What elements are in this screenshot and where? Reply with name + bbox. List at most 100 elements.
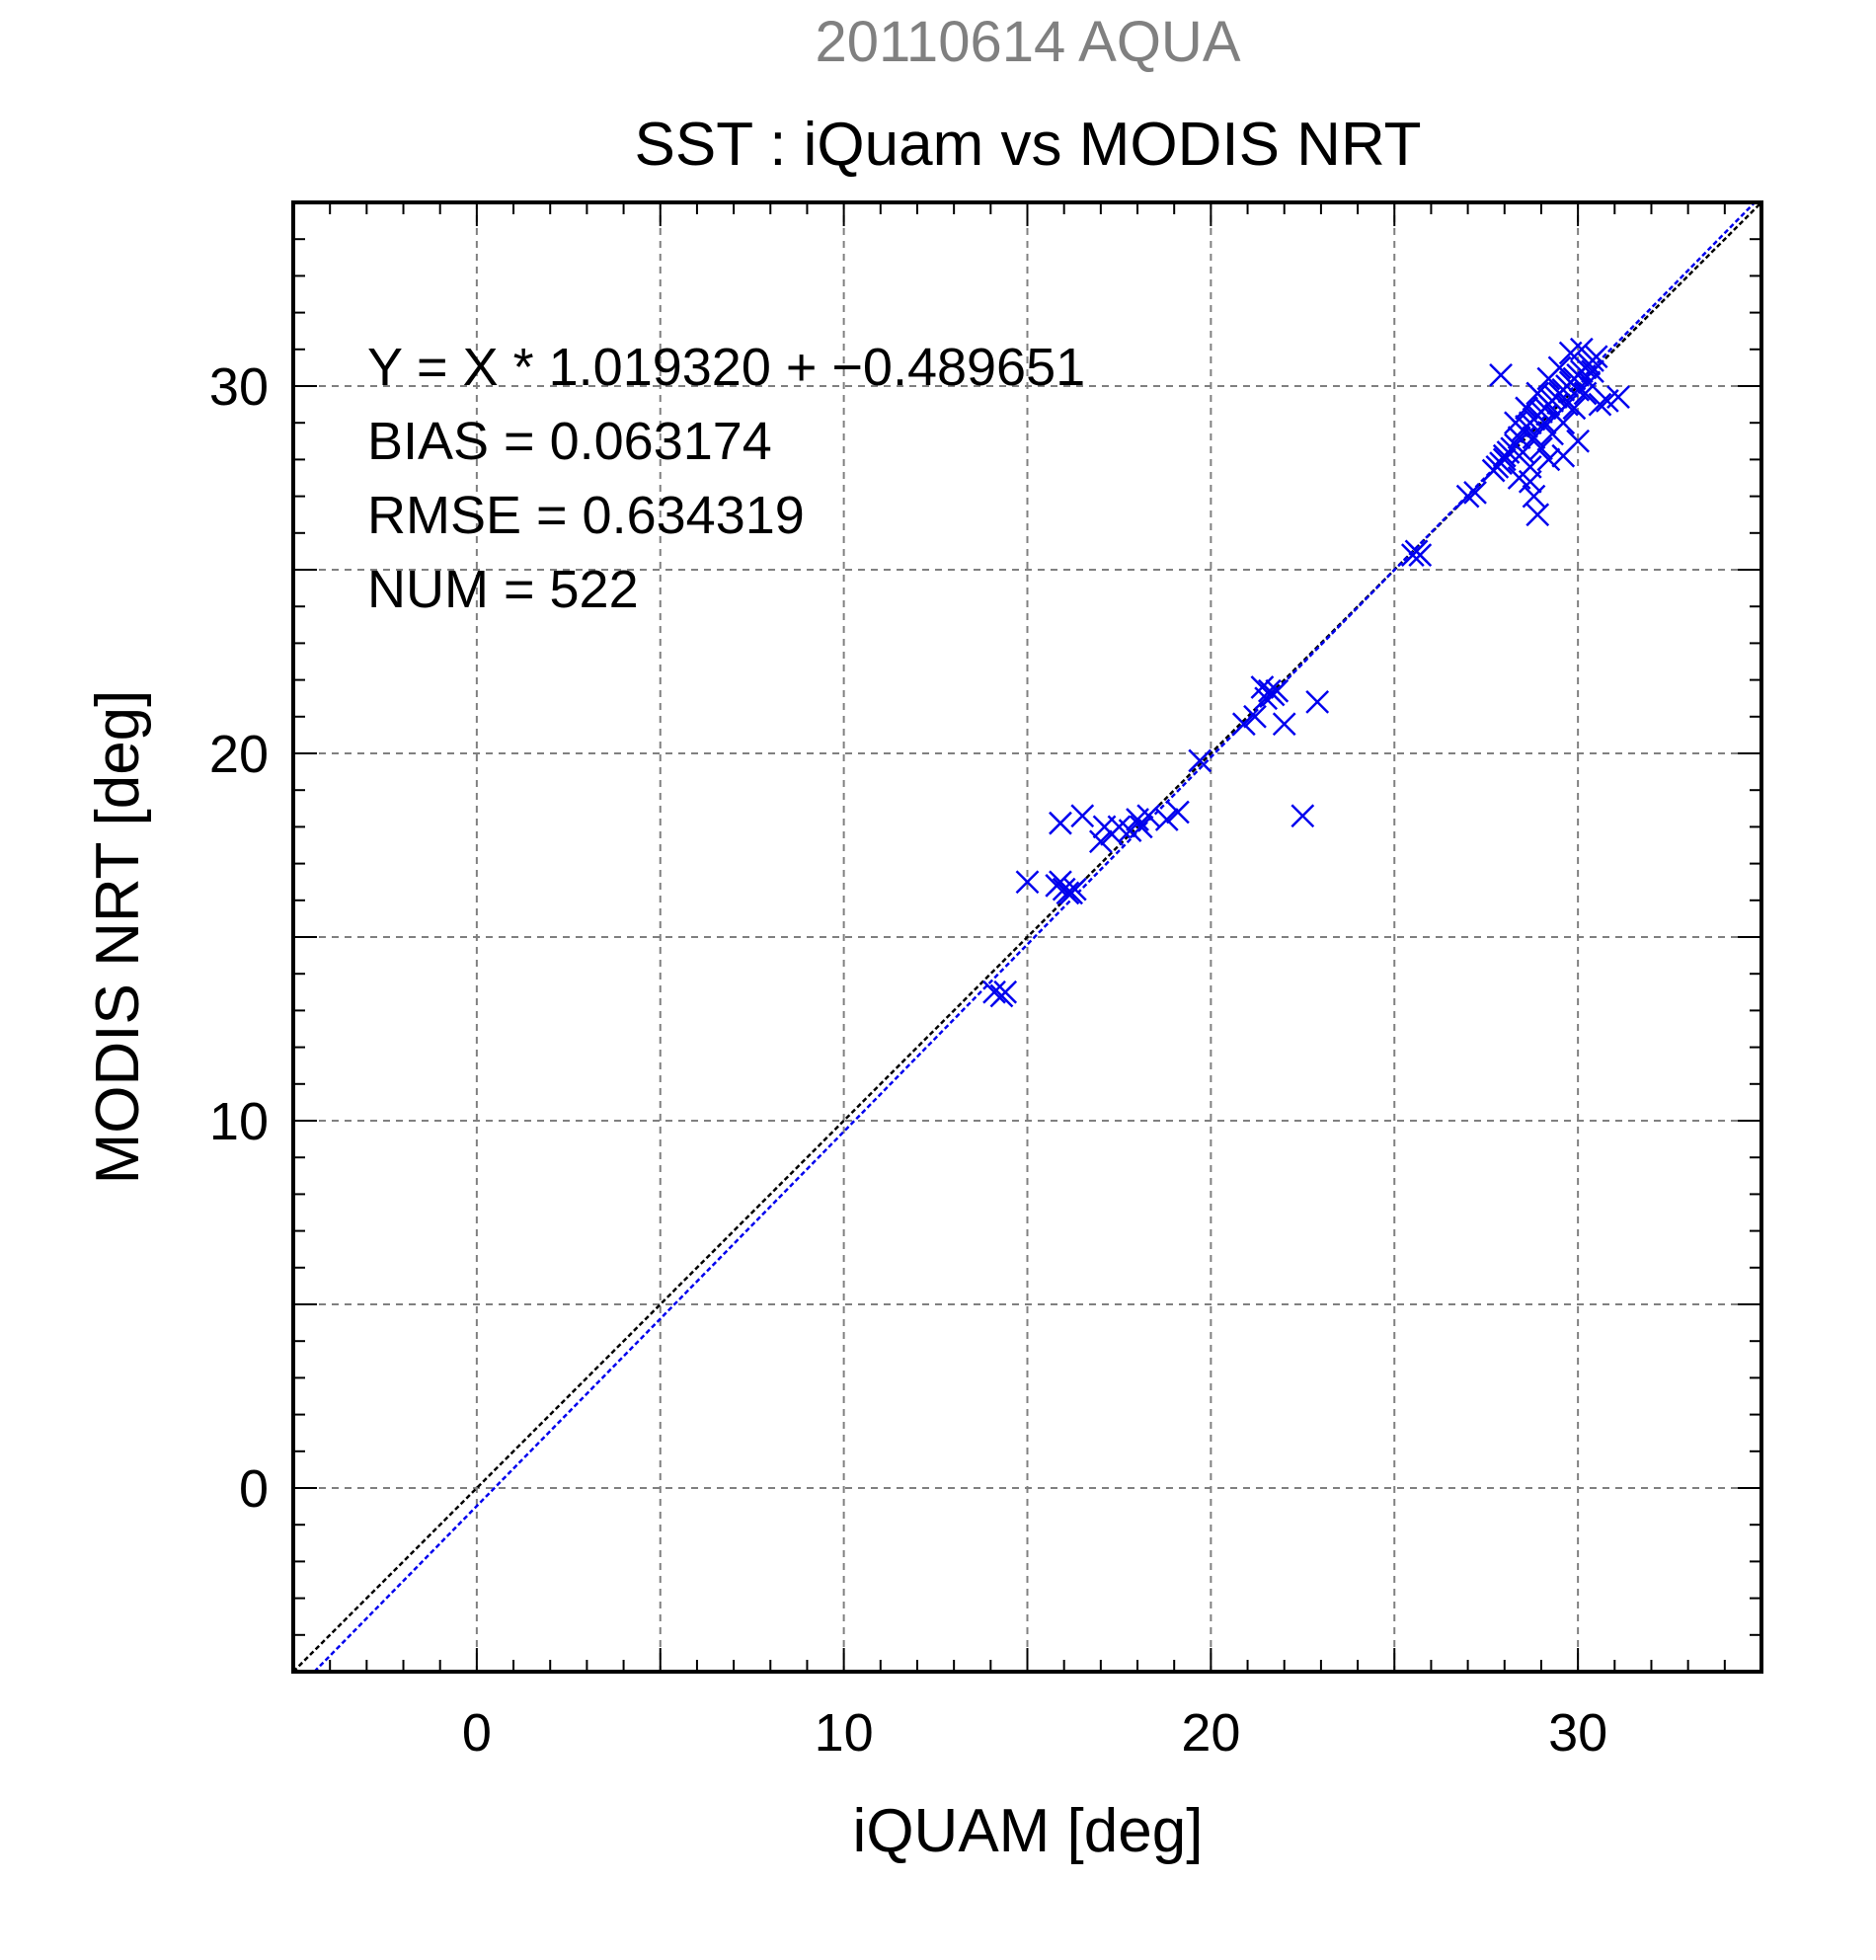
data-point-stroke bbox=[1231, 712, 1256, 737]
stats-bias: BIAS = 0.063174 bbox=[367, 412, 772, 471]
y-tick-label: 0 bbox=[239, 1459, 269, 1519]
data-point bbox=[1529, 436, 1553, 461]
data-point bbox=[1532, 411, 1557, 435]
stats-equation: Y = X * 1.019320 + −0.489651 bbox=[367, 338, 1085, 397]
grid-lines bbox=[293, 202, 1761, 1672]
data-point-stroke bbox=[1522, 484, 1546, 509]
y-tick-label: 10 bbox=[209, 1092, 269, 1151]
data-point-stroke bbox=[1507, 466, 1531, 490]
data-point bbox=[1522, 484, 1546, 509]
data-point bbox=[1455, 484, 1480, 509]
data-point-stroke bbox=[1525, 503, 1550, 527]
data-point-stroke bbox=[1573, 381, 1598, 406]
data-point-stroke bbox=[1188, 748, 1212, 773]
data-point-stroke bbox=[1015, 870, 1040, 895]
data-point bbox=[1408, 543, 1433, 568]
x-tick-label: 10 bbox=[815, 1703, 874, 1763]
data-point bbox=[1290, 804, 1315, 828]
data-point-stroke bbox=[1250, 675, 1275, 699]
data-point-stroke bbox=[1536, 447, 1561, 472]
data-point-stroke bbox=[1055, 881, 1080, 905]
data-point bbox=[1463, 480, 1487, 505]
data-point-stroke bbox=[1243, 704, 1267, 729]
data-point bbox=[1254, 686, 1279, 711]
data-point-stroke bbox=[1532, 411, 1557, 435]
data-point-stroke bbox=[1562, 396, 1587, 421]
data-point bbox=[1536, 447, 1561, 472]
data-point bbox=[1055, 881, 1080, 905]
data-point-stroke bbox=[1305, 690, 1330, 714]
data-point bbox=[1049, 811, 1072, 835]
data-point bbox=[982, 980, 1006, 1004]
data-point-stroke bbox=[1511, 440, 1535, 464]
data-point-stroke bbox=[1154, 808, 1179, 831]
data-point bbox=[1489, 362, 1513, 387]
data-point-stroke bbox=[1107, 815, 1132, 839]
data-points bbox=[982, 337, 1630, 1008]
plot-frame bbox=[291, 200, 1763, 1674]
y-tick-label: 30 bbox=[209, 357, 269, 417]
data-point bbox=[1265, 678, 1290, 703]
data-point-stroke bbox=[1463, 480, 1487, 505]
data-point-stroke bbox=[1455, 484, 1480, 509]
data-point-stroke bbox=[1529, 436, 1553, 461]
data-point bbox=[1243, 704, 1267, 729]
data-point-stroke bbox=[1566, 429, 1591, 453]
data-point bbox=[1606, 385, 1630, 410]
data-point bbox=[1588, 392, 1612, 417]
data-point-stroke bbox=[1070, 804, 1095, 828]
data-point-stroke bbox=[1062, 877, 1087, 902]
x-tick-label: 0 bbox=[462, 1703, 492, 1763]
data-point bbox=[1555, 392, 1579, 417]
x-tick-label: 30 bbox=[1548, 1703, 1607, 1763]
data-point bbox=[1305, 690, 1330, 714]
data-point-stroke bbox=[1584, 345, 1608, 369]
data-point bbox=[1136, 804, 1161, 828]
y-tick-label: 20 bbox=[209, 725, 269, 784]
x-axis-label: iQUAM [deg] bbox=[853, 1797, 1204, 1865]
data-point bbox=[1492, 447, 1517, 472]
data-point bbox=[1566, 429, 1591, 453]
data-point-stroke bbox=[1588, 392, 1612, 417]
data-point-stroke bbox=[1049, 811, 1072, 835]
data-point bbox=[1049, 870, 1072, 895]
data-point bbox=[1573, 381, 1598, 406]
data-point-stroke bbox=[1522, 426, 1546, 449]
data-point bbox=[1166, 800, 1190, 824]
data-point bbox=[1507, 466, 1531, 490]
data-point-stroke bbox=[1551, 411, 1576, 435]
data-point-stroke bbox=[1049, 870, 1072, 895]
data-point bbox=[1522, 426, 1546, 449]
data-point-stroke bbox=[1290, 804, 1315, 828]
stats-rmse: RMSE = 0.634319 bbox=[367, 486, 805, 545]
y-axis-label: MODIS NRT [deg] bbox=[84, 690, 152, 1185]
stats-box: Y = X * 1.019320 + −0.489651 BIAS = 0.06… bbox=[367, 338, 1085, 619]
data-point-stroke bbox=[993, 980, 1018, 1004]
data-point-stroke bbox=[1088, 829, 1113, 854]
chart-date-title: 20110614 AQUA bbox=[815, 10, 1240, 74]
data-point-stroke bbox=[1515, 396, 1538, 421]
data-point bbox=[1129, 815, 1153, 839]
data-point bbox=[1504, 411, 1527, 435]
data-point-stroke bbox=[1254, 686, 1279, 711]
data-point bbox=[1515, 396, 1538, 421]
data-point-stroke bbox=[1492, 447, 1517, 472]
data-point-stroke bbox=[1569, 337, 1594, 361]
data-point-stroke bbox=[1555, 392, 1579, 417]
data-point bbox=[1525, 381, 1550, 406]
chart-title: SST : iQuam vs MODIS NRT bbox=[635, 111, 1422, 179]
data-point-stroke bbox=[1489, 362, 1513, 387]
data-point bbox=[1584, 345, 1608, 369]
data-point bbox=[1551, 411, 1576, 435]
data-point bbox=[1188, 748, 1212, 773]
data-point-stroke bbox=[1129, 815, 1153, 839]
data-point-stroke bbox=[1272, 712, 1296, 737]
y-tick-labels: 0 10 20 30 bbox=[209, 357, 269, 1519]
data-point-stroke bbox=[1265, 678, 1290, 703]
data-point bbox=[993, 980, 1018, 1004]
data-point bbox=[1154, 808, 1179, 831]
data-point bbox=[1272, 712, 1296, 737]
data-point-stroke bbox=[1547, 355, 1572, 380]
